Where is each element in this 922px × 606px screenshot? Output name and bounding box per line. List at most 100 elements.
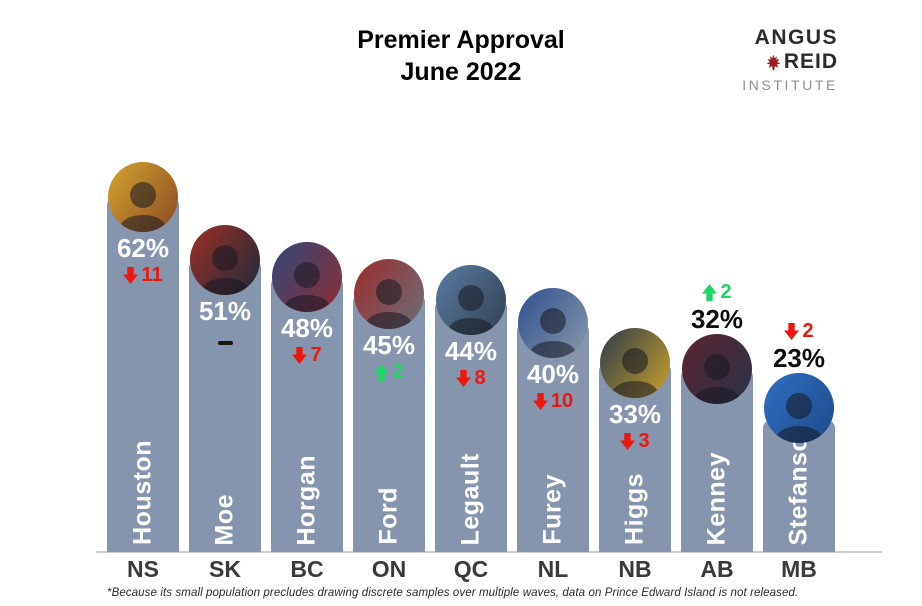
premier-name-label: Furey bbox=[538, 474, 567, 545]
premier-name-label: Kenney bbox=[702, 451, 731, 545]
no-change-dash bbox=[217, 340, 233, 345]
change-indicator: 8 bbox=[430, 365, 512, 391]
change-indicator: 7 bbox=[266, 342, 348, 368]
person-silhouette-icon bbox=[363, 279, 415, 329]
bar-group-bc: Horgan 48% 7 BC bbox=[266, 0, 348, 606]
chart-title-line1: Premier Approval bbox=[357, 26, 565, 54]
down-arrow-icon bbox=[123, 266, 139, 284]
person-silhouette-icon bbox=[281, 262, 333, 312]
approval-percent: 44% bbox=[444, 336, 498, 366]
premier-name-label: Higgs bbox=[620, 473, 649, 545]
province-label: QC bbox=[453, 556, 489, 582]
down-arrow-icon bbox=[456, 369, 472, 387]
change-value: 2 bbox=[720, 281, 732, 303]
approval-percent: 45% bbox=[362, 330, 416, 360]
approval-labels: 44% 8 bbox=[430, 337, 512, 391]
bar-group-nl: Furey 40% 10 NL bbox=[512, 0, 594, 606]
approval-bar bbox=[189, 260, 261, 552]
bar-group-nb: Higgs 33% 3 NB bbox=[594, 0, 676, 606]
approval-labels: 45% 2 bbox=[348, 331, 430, 385]
maple-leaf-icon bbox=[766, 54, 781, 70]
premier-photo bbox=[600, 328, 670, 398]
approval-percent: 62% bbox=[116, 233, 170, 263]
change-value: 11 bbox=[141, 264, 163, 286]
premier-name-label: Legault bbox=[456, 452, 485, 545]
premier-photo bbox=[436, 265, 506, 335]
approval-bar bbox=[517, 323, 589, 552]
person-silhouette-icon bbox=[445, 285, 497, 335]
bar-group-mb: Stefanson 2 23% MB bbox=[758, 0, 840, 606]
province-label: SK bbox=[209, 556, 241, 582]
premier-name-label: Moe bbox=[210, 493, 239, 546]
change-indicator: 11 bbox=[102, 262, 184, 288]
logo-reid-text: REID bbox=[783, 50, 838, 73]
approval-percent: 40% bbox=[526, 359, 580, 389]
down-arrow-icon bbox=[532, 392, 548, 410]
down-arrow-icon bbox=[620, 432, 636, 450]
approval-labels: 2 23% bbox=[758, 318, 840, 373]
change-indicator: 10 bbox=[512, 388, 594, 414]
province-label: NB bbox=[618, 556, 652, 582]
change-value: 10 bbox=[550, 390, 574, 412]
person-silhouette-icon bbox=[609, 348, 661, 398]
approval-labels: 33% 3 bbox=[594, 400, 676, 454]
bar-group-qc: Legault 44% 8 QC bbox=[430, 0, 512, 606]
down-arrow-icon bbox=[292, 346, 308, 364]
change-indicator: 2 bbox=[348, 359, 430, 385]
premier-name-label: Houston bbox=[128, 440, 157, 545]
angus-reid-logo: ANGUS REID INSTITUTE bbox=[742, 26, 838, 96]
approval-percent: 23% bbox=[772, 343, 826, 373]
person-silhouette-icon bbox=[117, 182, 169, 232]
premier-photo bbox=[354, 259, 424, 329]
approval-bar bbox=[353, 294, 425, 552]
premier-photo bbox=[272, 242, 342, 312]
up-arrow-icon bbox=[702, 283, 718, 301]
logo-reid-row: REID bbox=[742, 50, 838, 74]
province-label: MB bbox=[781, 556, 817, 582]
province-label: NL bbox=[537, 556, 569, 582]
approval-bar bbox=[107, 197, 179, 552]
chart-title: Premier Approval June 2022 bbox=[0, 24, 922, 88]
up-arrow-icon bbox=[374, 363, 390, 381]
approval-labels: 48% 7 bbox=[266, 314, 348, 368]
change-indicator bbox=[184, 325, 266, 351]
province-label: AB bbox=[700, 556, 734, 582]
province-label: NS bbox=[127, 556, 159, 582]
province-label: ON bbox=[371, 556, 407, 582]
premier-photo bbox=[764, 373, 834, 443]
change-value: 7 bbox=[310, 344, 322, 366]
bar-group-on: Ford 45% 2 ON bbox=[348, 0, 430, 606]
premier-photo bbox=[190, 225, 260, 295]
approval-percent: 48% bbox=[280, 313, 334, 343]
approval-percent: 32% bbox=[690, 304, 744, 334]
premier-name-label: Ford bbox=[374, 487, 403, 545]
province-label: BC bbox=[290, 556, 324, 582]
premier-name-label: Horgan bbox=[292, 454, 321, 546]
premier-photo bbox=[518, 288, 588, 358]
premier-photo bbox=[682, 334, 752, 404]
change-indicator: 2 bbox=[758, 318, 840, 344]
approval-labels: 51% bbox=[184, 297, 266, 351]
person-silhouette-icon bbox=[691, 354, 743, 404]
change-indicator: 3 bbox=[594, 428, 676, 454]
approval-percent: 33% bbox=[608, 399, 662, 429]
approval-percent: 51% bbox=[198, 296, 252, 326]
down-arrow-icon bbox=[784, 322, 800, 340]
change-indicator: 2 bbox=[676, 279, 758, 305]
change-value: 8 bbox=[474, 367, 486, 389]
change-value: 2 bbox=[392, 361, 404, 383]
logo-angus-text: ANGUS bbox=[754, 26, 838, 49]
approval-labels: 2 32% bbox=[676, 279, 758, 334]
person-silhouette-icon bbox=[199, 245, 251, 295]
bar-group-sk: Moe 51% SK bbox=[184, 0, 266, 606]
change-value: 2 bbox=[802, 320, 814, 342]
bar-group-ab: Kenney 2 32% AB bbox=[676, 0, 758, 606]
person-silhouette-icon bbox=[773, 393, 825, 443]
bar-group-ns: Houston 62% 11 NS bbox=[102, 0, 184, 606]
person-silhouette-icon bbox=[527, 308, 579, 358]
chart-title-line2: June 2022 bbox=[400, 58, 522, 86]
premier-photo bbox=[108, 162, 178, 232]
x-axis-line bbox=[96, 551, 882, 553]
approval-labels: 62% 11 bbox=[102, 234, 184, 288]
